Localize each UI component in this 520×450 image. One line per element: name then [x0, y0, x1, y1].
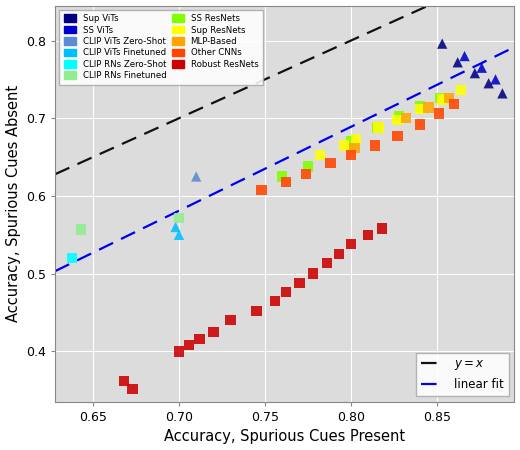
Point	[438, 40, 446, 47]
Point	[352, 135, 360, 143]
Point	[323, 259, 331, 266]
Point	[347, 151, 355, 158]
Point	[415, 105, 424, 112]
Point	[302, 171, 310, 178]
Point	[304, 163, 312, 170]
Point	[281, 178, 290, 185]
Point	[77, 226, 85, 233]
Point	[415, 121, 424, 128]
Point	[436, 94, 445, 102]
Point	[393, 132, 401, 140]
Point	[453, 58, 462, 66]
Point	[371, 142, 379, 149]
Point	[68, 255, 76, 262]
Point	[477, 64, 486, 71]
Point	[192, 173, 200, 180]
Point	[450, 101, 459, 108]
Point	[185, 342, 193, 349]
Point	[295, 279, 304, 287]
Point	[373, 124, 381, 131]
Point	[196, 335, 204, 342]
Point	[347, 240, 355, 248]
Point	[257, 186, 266, 194]
Point	[498, 90, 506, 97]
Y-axis label: Accuracy, Spurious Cues Absent: Accuracy, Spurious Cues Absent	[6, 85, 21, 322]
Point	[209, 328, 217, 336]
Point	[335, 251, 343, 258]
Point	[281, 289, 290, 296]
Point	[424, 104, 433, 111]
Point	[172, 223, 180, 230]
Point	[347, 138, 355, 145]
Point	[271, 297, 279, 305]
Point	[309, 270, 317, 277]
Legend: $y = x$, linear fit: $y = x$, linear fit	[417, 353, 509, 396]
Point	[278, 173, 287, 180]
Point	[252, 307, 261, 315]
Point	[460, 53, 469, 60]
Point	[415, 103, 424, 110]
Point	[128, 385, 137, 392]
Point	[393, 116, 401, 123]
Point	[350, 144, 359, 151]
Point	[491, 76, 500, 83]
Point	[316, 151, 324, 158]
Point	[471, 70, 479, 77]
Point	[340, 142, 348, 149]
Point	[438, 96, 446, 103]
Point	[378, 225, 386, 232]
Point	[435, 110, 443, 117]
Point	[374, 124, 383, 131]
Point	[364, 231, 372, 239]
Point	[175, 348, 183, 355]
Point	[175, 214, 183, 221]
Point	[326, 160, 334, 167]
X-axis label: Accuracy, Spurious Cues Present: Accuracy, Spurious Cues Present	[164, 429, 406, 445]
Point	[395, 112, 404, 120]
Point	[402, 115, 410, 122]
Point	[175, 231, 183, 239]
Point	[457, 87, 465, 94]
Point	[120, 377, 128, 384]
Point	[445, 94, 453, 102]
Point	[485, 80, 493, 87]
Point	[226, 317, 235, 324]
